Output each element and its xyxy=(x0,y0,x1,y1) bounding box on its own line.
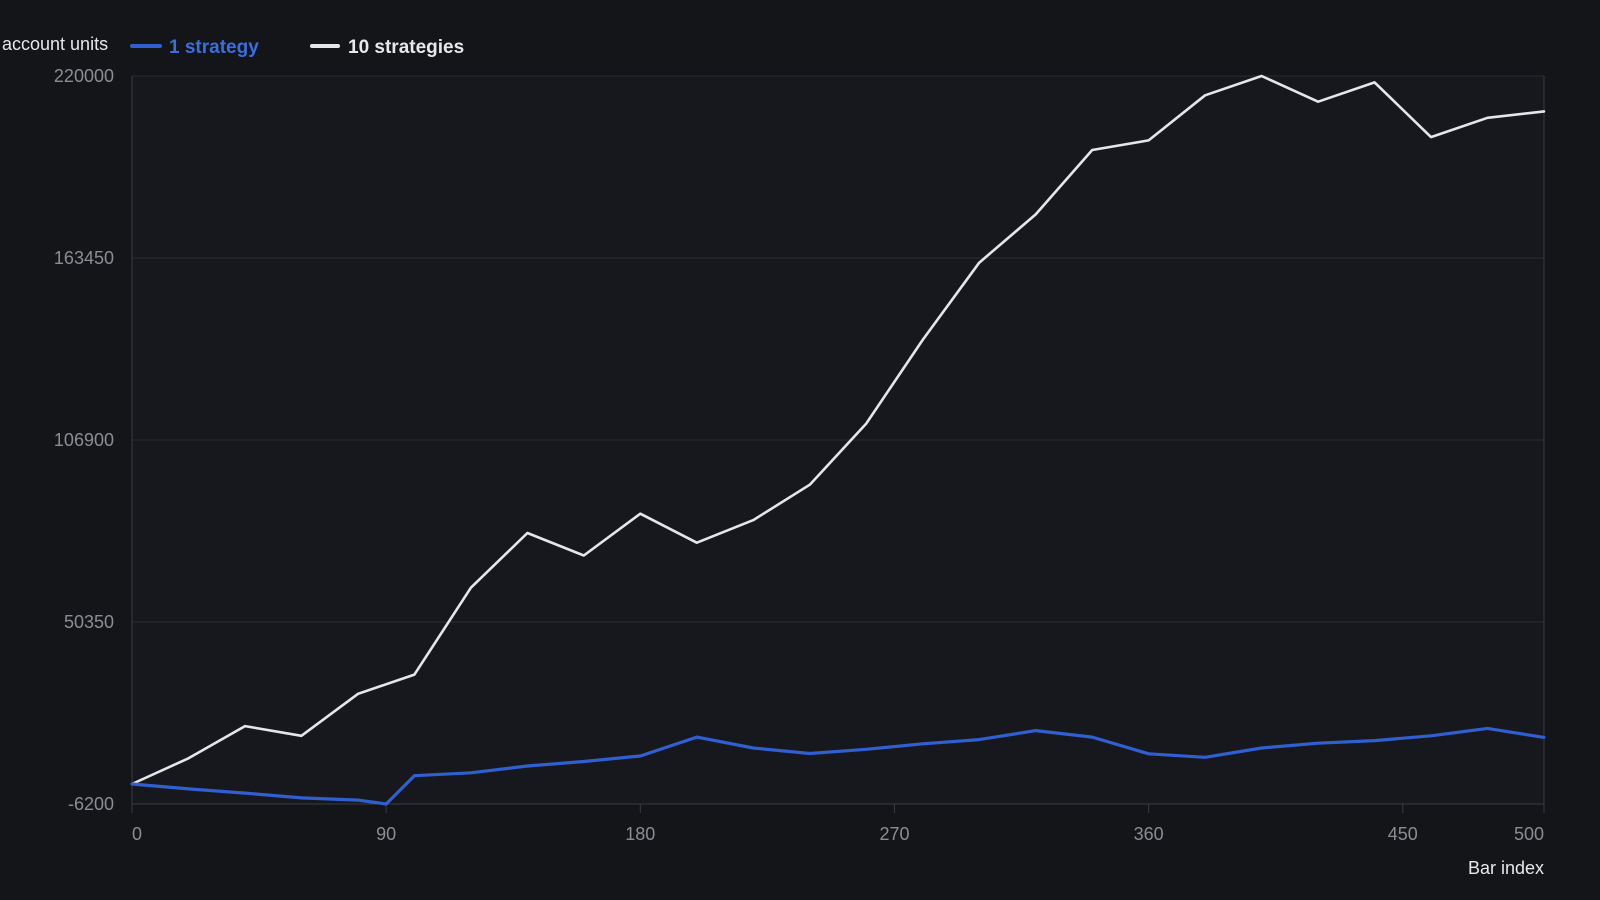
x-tick-label: 450 xyxy=(1388,824,1418,844)
series-lines xyxy=(130,74,1546,806)
x-tick-label: 90 xyxy=(376,824,396,844)
y-tick-label: 50350 xyxy=(64,612,114,632)
y-axis-label: account units xyxy=(2,34,108,54)
legend-label-1-strategy: 1 strategy xyxy=(169,37,259,58)
y-tick-label: 220000 xyxy=(54,66,114,86)
y-tick-label: 163450 xyxy=(54,248,114,268)
x-tick-label: 360 xyxy=(1134,824,1164,844)
grid-lines xyxy=(132,75,1544,805)
legend-label-10-strategies: 10 strategies xyxy=(348,37,464,58)
axes: 220000 163450 106900 50350 -6200 0 90 180 270 360… xyxy=(54,66,1545,844)
x-tick-label: 270 xyxy=(879,824,909,844)
series-line-10-strategies xyxy=(130,74,1546,786)
x-tick-label: 500 xyxy=(1514,824,1544,844)
y-tick-label: -6200 xyxy=(68,794,114,814)
series-line-1-strategy xyxy=(130,726,1546,806)
x-tick-label: 0 xyxy=(132,824,142,844)
x-tick-label: 180 xyxy=(625,824,655,844)
x-axis-label: Bar index xyxy=(1468,858,1544,878)
legend: 1 strategy 10 strategies xyxy=(130,37,464,58)
y-tick-label: 106900 xyxy=(54,430,114,450)
